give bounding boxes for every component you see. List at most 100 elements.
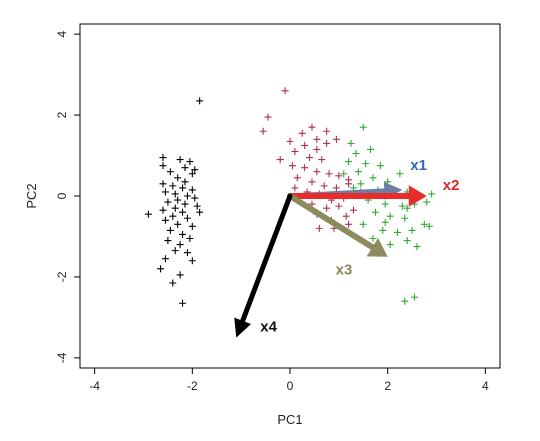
data-point [171, 204, 179, 212]
data-point [166, 226, 174, 234]
data-point [157, 265, 165, 273]
data-point [264, 113, 272, 121]
data-point [379, 226, 387, 234]
data-point [169, 279, 177, 287]
x-tick-label: 4 [482, 379, 489, 393]
data-point [335, 202, 343, 210]
loading-vectors: x1 x2 x3 x4 [234, 157, 459, 338]
data-point [174, 220, 182, 228]
data-point [332, 135, 340, 143]
vector-label-x1: x1 [410, 157, 427, 174]
data-point [398, 202, 406, 210]
data-point [340, 170, 348, 178]
data-point [144, 210, 152, 218]
data-point [183, 214, 191, 222]
data-point [291, 147, 299, 155]
data-point [174, 174, 182, 182]
y-tick-label: -4 [55, 352, 69, 363]
data-point [159, 154, 167, 162]
data-point [345, 220, 353, 228]
x-tick-label: -4 [89, 379, 100, 393]
data-point [169, 212, 177, 220]
vector-x4-shaft [240, 193, 293, 324]
data-point [298, 129, 306, 137]
data-point [313, 168, 321, 176]
x-tick-label: 2 [384, 379, 391, 393]
data-point [396, 170, 404, 178]
data-point [315, 224, 323, 232]
data-point [349, 206, 357, 214]
data-point [166, 168, 174, 176]
data-point [323, 139, 331, 147]
data-point [288, 162, 296, 170]
data-point [306, 154, 314, 162]
data-point [171, 247, 179, 255]
vector-x2-arrowhead [408, 185, 427, 207]
data-point [171, 190, 179, 198]
data-point [183, 192, 191, 200]
data-point [181, 164, 189, 172]
data-point [181, 178, 189, 186]
data-point [159, 162, 167, 170]
data-point [369, 234, 377, 242]
vector-x3-arrowhead [366, 238, 388, 257]
data-point [371, 208, 379, 216]
data-point [188, 186, 196, 194]
data-point [408, 226, 416, 234]
data-point [164, 237, 172, 245]
data-point [413, 243, 421, 251]
data-point [401, 297, 409, 305]
data-point [196, 208, 204, 216]
data-point [301, 164, 309, 172]
vector-x4-arrowhead [234, 317, 252, 338]
data-point [359, 220, 367, 228]
data-point [313, 135, 321, 143]
y-axis-title: PC2 [24, 183, 39, 208]
y-axis: -4 -2 0 2 4 [55, 30, 80, 363]
data-point [381, 218, 389, 226]
data-point [393, 228, 401, 236]
data-point [401, 214, 409, 222]
data-point [386, 212, 394, 220]
data-point [369, 174, 377, 182]
data-point [362, 160, 370, 168]
data-point [342, 212, 350, 220]
data-point [428, 190, 436, 198]
data-point [176, 156, 184, 164]
y-tick-label: 4 [55, 30, 69, 37]
data-point [423, 198, 431, 206]
data-point [159, 180, 167, 188]
data-point [381, 200, 389, 208]
data-point [403, 204, 411, 212]
data-point [179, 299, 187, 307]
data-point [325, 170, 333, 178]
data-point [281, 87, 289, 95]
data-point [403, 237, 411, 245]
data-point [259, 127, 267, 135]
data-point [308, 178, 316, 186]
data-point [345, 158, 353, 166]
vector-x3-shaft [287, 193, 376, 251]
data-point [345, 180, 353, 188]
data-point [179, 230, 187, 238]
data-point [286, 137, 294, 145]
data-point [323, 204, 331, 212]
data-point [196, 97, 204, 105]
data-point [179, 208, 187, 216]
vector-label-x2: x2 [443, 177, 460, 194]
data-point [161, 255, 169, 263]
data-point [179, 184, 187, 192]
data-point [308, 123, 316, 131]
data-point [386, 241, 394, 249]
data-point [347, 139, 355, 147]
data-point [193, 202, 201, 210]
data-point [376, 162, 384, 170]
data-point [174, 196, 182, 204]
data-point [425, 222, 433, 230]
data-point [313, 145, 321, 153]
data-point [332, 184, 340, 192]
data-point [367, 145, 375, 153]
data-point [354, 168, 362, 176]
data-point [301, 141, 309, 149]
y-tick-label: 2 [55, 111, 69, 118]
